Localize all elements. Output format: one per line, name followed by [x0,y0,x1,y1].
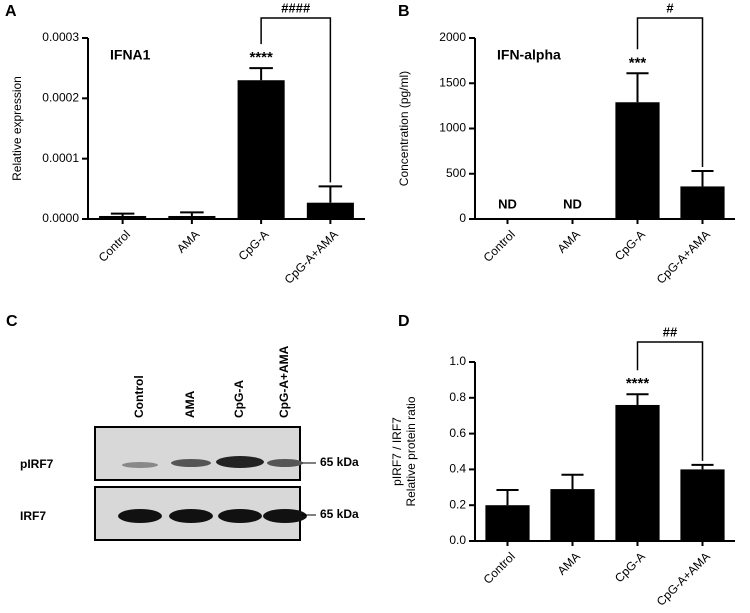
bar [680,186,725,219]
value-label: ND [498,196,517,211]
x-tick-label: CpG-A+AMA [654,227,713,286]
y-tick-label: 1.0 [449,354,466,368]
inner-title: IFNA1 [110,47,151,63]
row-label: pIRF7 [20,457,54,471]
x-tick-label: CpG-A [236,227,272,263]
lane-label: Control [132,375,146,418]
blot-membrane [94,426,301,481]
x-tick-label: AMA [174,227,202,255]
y-tick-label: 0 [459,211,466,225]
y-tick-label: 500 [446,166,466,180]
y-tick-label: 0.2 [449,497,466,511]
band [216,456,264,468]
bar [237,80,285,219]
bracket-label: ## [663,324,678,339]
x-tick-label: CpG-A [612,227,648,263]
significance: **** [626,375,650,392]
panel-label: A [5,3,17,20]
bar [615,404,660,541]
y-tick-label: 0.4 [449,462,466,476]
y-tick-label: 2000 [439,30,466,44]
y-tick-label: 0.0 [449,533,466,547]
x-tick-label: CpG-A+AMA [654,549,713,608]
band [122,462,158,468]
x-tick-label: Control [481,227,518,264]
y-axis-label: Relative expression [10,76,24,181]
bracket-label: # [666,0,674,15]
y-tick-label: 1000 [439,121,466,135]
x-tick-label: AMA [555,227,583,255]
bar [485,505,530,541]
band [169,509,213,523]
bar [615,102,660,219]
panel-label: C [6,313,18,330]
y-axis-label: Relative protein ratio [404,396,418,506]
panel-label: B [398,3,410,20]
y-tick-label: 1500 [439,75,466,89]
bar [168,215,216,219]
y-axis-label: pIRF7 / IRF7 [390,417,404,486]
x-tick-label: AMA [555,549,583,577]
x-tick-label: Control [96,227,133,264]
bracket [260,17,332,183]
bracket [636,17,704,168]
band [171,459,211,467]
y-axis-label: Concentration (pg/ml) [397,71,411,186]
band [267,459,303,467]
bar [550,489,595,541]
y-tick-label: 0.0002 [42,91,79,105]
size-marker: 65 kDa [320,455,359,469]
western-blot [94,426,307,541]
x-tick-label: CpG-A+AMA [282,227,341,286]
band [263,509,307,523]
bar [99,215,147,219]
band [118,509,162,523]
size-marker: 65 kDa [320,507,359,521]
panel-label: D [398,313,410,330]
x-tick-label: CpG-A [612,549,648,585]
band [218,509,262,523]
value-label: ND [563,196,582,211]
inner-title: IFN-alpha [497,47,561,63]
bar [680,469,725,541]
lane-label: CpG-A [232,380,246,418]
lane-label: CpG-A+AMA [277,345,291,418]
bracket [636,341,704,461]
significance: **** [249,49,273,66]
lane-label: AMA [183,390,197,418]
y-tick-label: 0.8 [449,390,466,404]
bar [306,202,354,219]
y-tick-label: 0.0000 [42,211,79,225]
y-tick-label: 0.6 [449,426,466,440]
y-tick-label: 0.0001 [42,151,79,165]
bracket-label: #### [281,0,311,15]
significance: *** [629,54,647,71]
row-label: IRF7 [20,509,46,523]
x-tick-label: Control [481,549,518,586]
y-tick-label: 0.0003 [42,30,79,44]
